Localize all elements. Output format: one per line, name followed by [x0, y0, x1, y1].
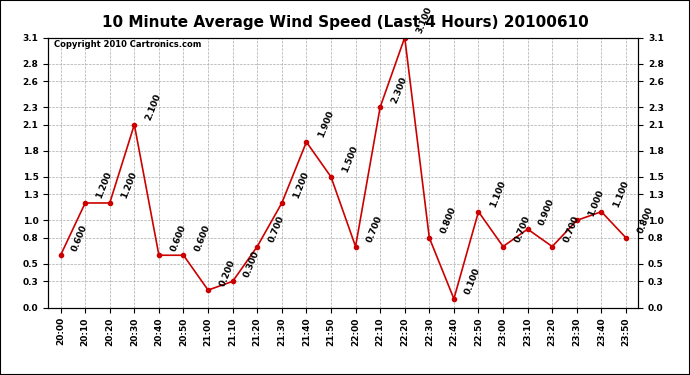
Text: 2.100: 2.100 [144, 92, 163, 122]
Text: 0.700: 0.700 [267, 214, 286, 244]
Text: Copyright 2010 Cartronics.com: Copyright 2010 Cartronics.com [55, 40, 201, 49]
Text: 0.600: 0.600 [193, 223, 212, 252]
Text: 0.600: 0.600 [168, 223, 188, 252]
Text: 0.900: 0.900 [538, 197, 556, 226]
Text: 1.100: 1.100 [611, 180, 630, 209]
Text: 0.800: 0.800 [635, 206, 655, 235]
Text: 1.200: 1.200 [292, 171, 310, 200]
Text: 1.200: 1.200 [95, 171, 114, 200]
Text: 1.500: 1.500 [341, 145, 359, 174]
Text: 1.100: 1.100 [489, 180, 507, 209]
Text: 2.300: 2.300 [390, 75, 408, 104]
Text: 1.000: 1.000 [586, 188, 605, 218]
Text: 0.600: 0.600 [70, 223, 89, 252]
Text: 1.900: 1.900 [316, 110, 335, 139]
Text: 0.700: 0.700 [513, 214, 532, 244]
Text: 10 Minute Average Wind Speed (Last 4 Hours) 20100610: 10 Minute Average Wind Speed (Last 4 Hou… [101, 15, 589, 30]
Text: 0.200: 0.200 [218, 258, 237, 287]
Text: 0.700: 0.700 [562, 214, 581, 244]
Text: 3.100: 3.100 [415, 5, 433, 35]
Text: 1.200: 1.200 [119, 171, 139, 200]
Text: 0.300: 0.300 [242, 249, 262, 279]
Text: 0.100: 0.100 [464, 267, 482, 296]
Text: 0.700: 0.700 [365, 214, 384, 244]
Text: 0.800: 0.800 [439, 206, 458, 235]
